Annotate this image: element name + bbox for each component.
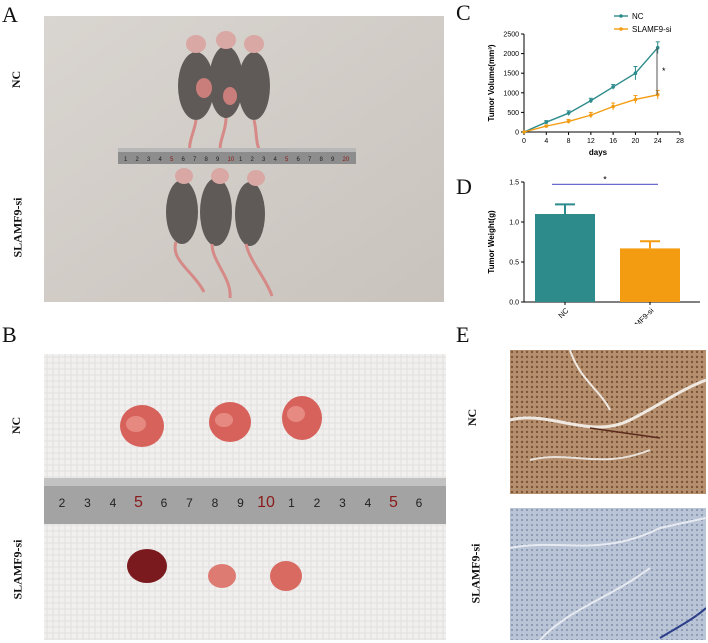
series-line: [523, 47, 659, 133]
panel-b-ruler-tick: 3: [339, 496, 346, 510]
panel-b-ruler-tick: 2: [314, 496, 321, 510]
panel-b-ruler-tick: 6: [416, 496, 423, 510]
panel-e-slamf9-histology: [510, 508, 706, 640]
y-tick-label: 0.0: [509, 300, 519, 307]
panel-a-ruler-tick: 3: [147, 157, 151, 163]
panel-a-ruler-tick: 5: [285, 157, 289, 163]
x-tick-label: NC: [556, 306, 570, 320]
panel-c-line-chart: 0 500 1000 1500 2000 2500 0 4 8 12 16 20 24 28 days Tum…: [487, 12, 684, 157]
panel-a-ruler-tick: 5: [170, 157, 174, 163]
x-tick-label: 24: [654, 138, 662, 145]
panel-a-ruler-tick: 7: [193, 157, 197, 163]
data-point: [655, 45, 660, 50]
panel-e-nc-histology: [510, 350, 706, 494]
data-point: [544, 124, 549, 128]
panel-b-tumors-photo: 2 3 4 5 6 7 8 9 10 1 2 3 4 5 6: [44, 354, 446, 640]
panel-a-row-slamf9: SLAMF9-si: [10, 197, 25, 258]
y-tick-label: 2500: [503, 32, 519, 39]
panel-b-ruler-tick: 3: [84, 496, 91, 510]
panel-a-mice-photo: 1 2 3 4 5 6 7 8 9 10 1 2 3 4 5 6 7 8 9 20: [44, 16, 444, 302]
panel-b-ruler-tick: 8: [212, 496, 219, 510]
panel-a-ruler-tick: 20: [343, 157, 350, 163]
panel-e-row-nc: NC: [465, 408, 480, 427]
legend-marker: [619, 14, 623, 18]
significance-star: *: [662, 66, 666, 76]
panel-a-ruler-tick: 7: [308, 157, 312, 163]
panel-b-ruler-tick: 6: [161, 496, 168, 510]
x-tick-label: 0: [522, 138, 526, 145]
y-tick-label: 0: [515, 130, 519, 137]
panel-b-row-slamf9: SLAMF9-si: [10, 539, 25, 600]
data-point: [589, 113, 593, 117]
panel-b-ruler-tick: 9: [237, 496, 244, 510]
panel-a-ruler-tick: 2: [251, 157, 255, 163]
y-tick-label: 1.5: [509, 180, 519, 187]
y-tick-label: 500: [507, 110, 519, 117]
panel-a-ruler-tick: 2: [136, 157, 140, 163]
panel-a-ruler-tick: 10: [228, 157, 235, 163]
x-tick-label: 8: [567, 138, 571, 145]
panel-b-letter: B: [2, 322, 17, 347]
y-tick-label: 0.5: [509, 260, 519, 267]
x-tick-label: 16: [609, 138, 617, 145]
data-point: [522, 130, 526, 134]
panel-b-ruler-tick: 4: [110, 496, 117, 510]
panel-d-letter: D: [456, 174, 472, 199]
panel-b-ruler-tick: 10: [257, 494, 275, 511]
panel-a-ruler-tick: 6: [182, 157, 186, 163]
panel-a-ruler-tick: 1: [124, 157, 128, 163]
legend-label: NC: [632, 12, 644, 21]
panel-c-letter: C: [456, 0, 471, 25]
panel-a-ruler-tick: 6: [297, 157, 301, 163]
panel-b-ruler-tick: 4: [365, 496, 372, 510]
panel-a-ruler-tick: 9: [331, 157, 335, 163]
data-point: [566, 119, 571, 124]
bar: [535, 214, 595, 302]
bar: [620, 248, 680, 302]
y-tick-label: 1500: [503, 71, 519, 78]
y-tick-label: 2000: [503, 51, 519, 58]
data-point: [655, 92, 660, 97]
panel-d-bar-chart: 0.0 0.5 1.0 1.5 Tumor Weight(g) NC SLAMF9-si *: [487, 176, 700, 324]
legend-label: SLAMF9-si: [632, 25, 672, 34]
data-point: [544, 120, 549, 124]
y-tick-label: 1.0: [509, 220, 519, 227]
panel-a-ruler-tick: 4: [159, 157, 163, 163]
panel-a-ruler-tick: 4: [274, 157, 278, 163]
data-point: [633, 97, 638, 102]
x-tick-label: 20: [632, 138, 640, 145]
data-point: [566, 111, 571, 115]
y-axis-label: Tumor Volume(mm³): [487, 44, 496, 121]
panel-a-ruler-tick: 8: [320, 157, 324, 163]
panel-a-row-nc: NC: [9, 70, 24, 89]
y-axis-label: Tumor Weight(g): [487, 210, 496, 274]
panel-a-ruler-tick: 3: [262, 157, 266, 163]
x-axis-label: days: [589, 148, 608, 157]
data-point: [611, 85, 615, 89]
x-tick-label: 12: [587, 138, 595, 145]
y-tick-label: 1000: [503, 90, 519, 97]
panel-b-ruler-tick: 5: [389, 494, 398, 511]
data-point: [589, 98, 593, 103]
significance-star: *: [603, 176, 607, 184]
x-tick-label: 28: [676, 138, 684, 145]
data-point: [633, 71, 638, 75]
panel-b-ruler-tick: 5: [134, 494, 143, 511]
panel-b-ruler-tick: 7: [186, 496, 193, 510]
data-point: [611, 104, 615, 109]
panel-e-row-slamf9: SLAMF9-si: [468, 543, 483, 604]
panel-a-ruler-tick: 1: [239, 157, 243, 163]
panel-a-ruler-tick: 8: [205, 157, 209, 163]
panel-b-row-nc: NC: [9, 416, 24, 435]
panel-a-letter: A: [2, 2, 18, 27]
panel-b-ruler-tick: 1: [288, 496, 295, 510]
panel-b-ruler-tick: 2: [59, 496, 66, 510]
legend-marker: [619, 27, 623, 31]
panel-e-letter: E: [456, 322, 470, 347]
x-tick-label: SLAMF9-si: [623, 306, 656, 324]
x-tick-label: 4: [544, 138, 548, 145]
panel-a-ruler-tick: 9: [216, 157, 220, 163]
